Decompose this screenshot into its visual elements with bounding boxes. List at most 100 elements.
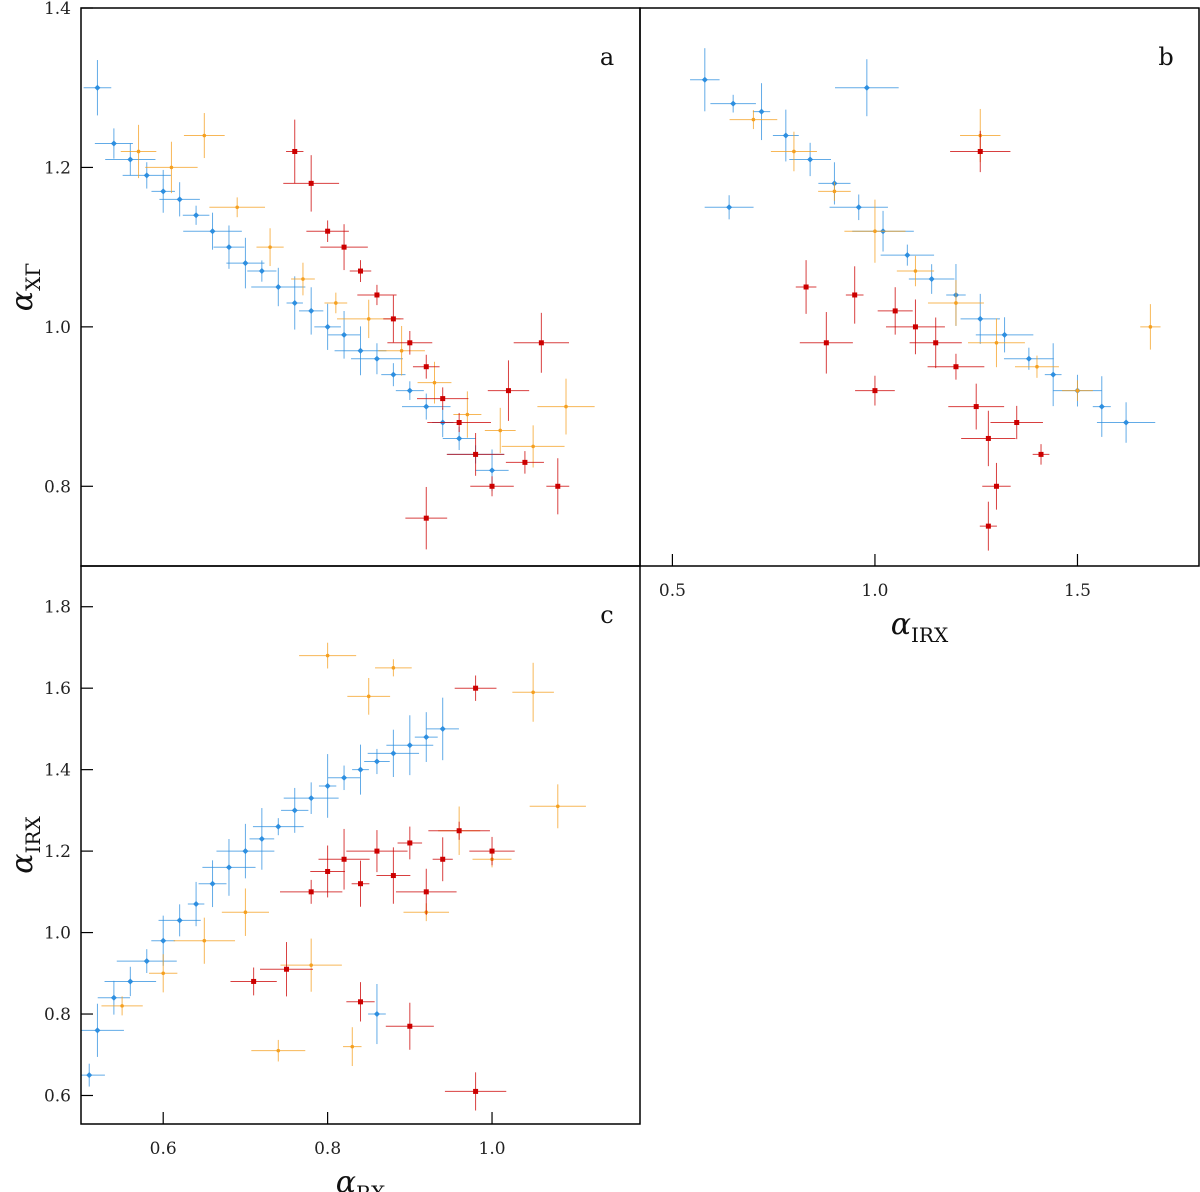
data-point <box>346 982 375 1022</box>
data-point <box>104 966 157 997</box>
point-marker <box>94 1027 101 1034</box>
point-marker <box>782 132 789 139</box>
point-marker <box>726 204 733 211</box>
point-marker <box>143 172 150 179</box>
point-marker <box>373 758 380 765</box>
data-point <box>105 143 156 176</box>
series-blue <box>83 60 509 492</box>
series-orange <box>729 108 1161 401</box>
y-tick-label: 1.0 <box>44 318 71 338</box>
point-marker <box>465 412 470 417</box>
point-marker <box>202 938 207 943</box>
data-point <box>844 199 906 263</box>
points-b <box>690 48 1161 551</box>
point-marker <box>473 451 479 457</box>
point-marker <box>522 459 528 465</box>
data-point <box>845 266 864 324</box>
point-marker <box>275 284 282 290</box>
point-marker <box>872 388 878 394</box>
point-marker <box>193 901 200 908</box>
data-point <box>151 169 175 213</box>
point-marker <box>308 307 315 314</box>
point-marker <box>1038 451 1044 457</box>
series-red <box>795 130 1050 551</box>
point-marker <box>953 364 959 370</box>
data-point <box>428 821 490 840</box>
data-point <box>256 228 284 267</box>
point-marker <box>251 978 257 984</box>
point-marker <box>366 694 371 699</box>
x-axis-symbol: α <box>336 1165 356 1192</box>
data-point <box>426 697 459 761</box>
y-axis-symbol: α <box>5 291 40 311</box>
data-point <box>427 412 491 433</box>
data-point <box>328 311 361 359</box>
point-marker <box>1148 325 1153 329</box>
panel-a: 0.8 1.0 1.2 1.4 a αXΓ <box>5 0 641 567</box>
x-tick-label: 1.5 <box>1064 581 1091 601</box>
point-marker <box>127 156 134 163</box>
point-marker <box>373 1011 380 1018</box>
point-marker <box>407 340 413 346</box>
point-marker <box>456 435 463 442</box>
point-marker <box>202 133 207 138</box>
point-marker <box>324 782 331 789</box>
point-marker <box>391 666 396 670</box>
data-point <box>772 109 799 162</box>
y-axis-title: αXΓ <box>5 263 45 312</box>
point-marker <box>823 340 829 346</box>
point-marker <box>110 140 117 147</box>
data-point <box>960 293 1000 344</box>
data-point <box>444 1072 507 1111</box>
point-marker <box>94 84 101 91</box>
data-point <box>116 949 177 973</box>
series-orange <box>120 113 595 468</box>
point-marker <box>390 873 396 879</box>
point-marker <box>243 910 248 915</box>
point-marker <box>432 380 437 385</box>
point-marker <box>176 917 183 924</box>
data-point <box>484 407 516 454</box>
point-marker <box>1123 419 1130 426</box>
data-point <box>470 476 514 497</box>
data-point <box>505 451 544 474</box>
data-point <box>855 375 895 406</box>
data-point <box>979 501 997 551</box>
point-marker <box>193 212 200 219</box>
data-point <box>417 387 469 410</box>
data-point <box>948 383 1005 430</box>
panel-b: 0.5 1.0 1.5 b αIRX <box>639 7 1200 647</box>
point-marker <box>366 317 371 321</box>
data-point <box>487 360 530 421</box>
point-marker <box>268 245 272 249</box>
data-point <box>306 220 349 242</box>
data-point <box>385 1002 434 1050</box>
point-marker <box>373 355 380 362</box>
data-point <box>414 712 438 762</box>
point-marker <box>235 205 239 210</box>
data-point <box>982 462 1011 510</box>
data-point <box>221 888 269 936</box>
point-marker <box>1098 403 1105 410</box>
data-point <box>397 826 423 860</box>
point-marker <box>440 396 446 402</box>
point-marker <box>136 149 141 154</box>
data-point <box>501 425 565 468</box>
point-marker <box>325 228 331 234</box>
data-point <box>880 244 935 266</box>
data-point <box>101 996 143 1016</box>
data-point <box>1140 304 1161 350</box>
data-point <box>896 255 935 287</box>
point-marker <box>985 435 991 441</box>
point-marker <box>276 1048 281 1053</box>
y-tick-label: 1.8 <box>44 598 71 618</box>
data-point <box>799 312 853 374</box>
data-point <box>927 353 985 380</box>
data-point <box>829 194 888 221</box>
point-marker <box>407 840 413 846</box>
x-axis-symbol: α <box>891 607 911 642</box>
data-point <box>149 954 178 993</box>
data-point <box>226 237 265 289</box>
data-point <box>252 818 304 836</box>
point-marker <box>308 889 314 895</box>
